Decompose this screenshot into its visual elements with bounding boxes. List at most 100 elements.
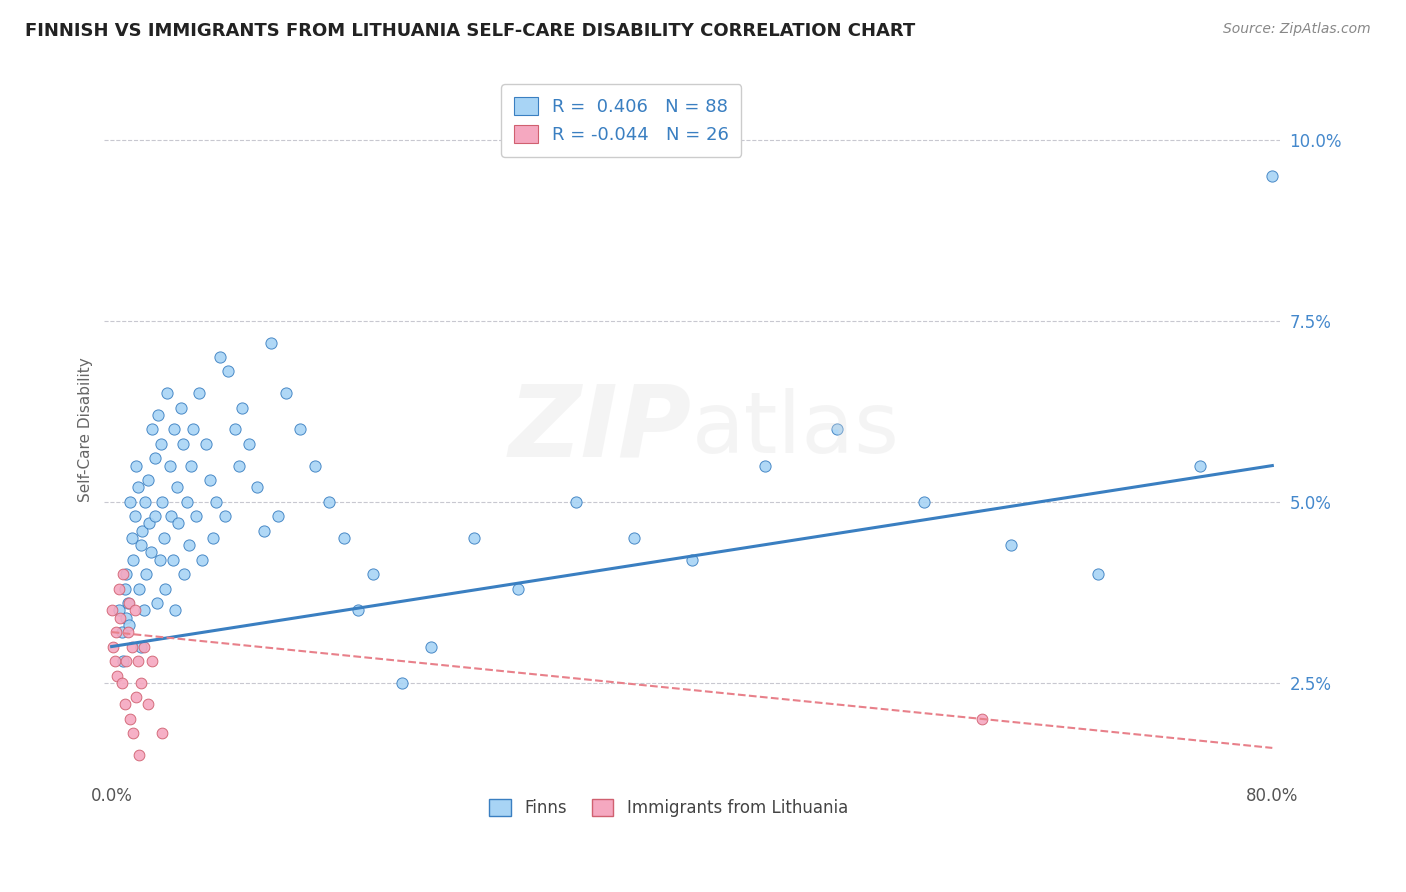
Point — [124, 603, 146, 617]
Point — [148, 552, 170, 566]
Point — [118, 617, 141, 632]
Point — [166, 480, 188, 494]
Point — [108, 603, 131, 617]
Point — [152, 726, 174, 740]
Point — [176, 495, 198, 509]
Point — [391, 675, 413, 690]
Point — [333, 531, 356, 545]
Point — [115, 610, 138, 624]
Point — [506, 582, 529, 596]
Point — [246, 480, 269, 494]
Point — [114, 698, 136, 712]
Point — [124, 509, 146, 524]
Point — [290, 422, 312, 436]
Point — [120, 495, 142, 509]
Point — [274, 386, 297, 401]
Point — [111, 625, 134, 640]
Point — [159, 458, 181, 473]
Point — [122, 726, 145, 740]
Point — [134, 495, 156, 509]
Point — [565, 495, 588, 509]
Point — [120, 712, 142, 726]
Point — [187, 386, 209, 401]
Point — [214, 509, 236, 524]
Point — [463, 531, 485, 545]
Point — [681, 552, 703, 566]
Y-axis label: Self-Care Disability: Self-Care Disability — [79, 357, 93, 502]
Point — [141, 654, 163, 668]
Point — [361, 567, 384, 582]
Point — [132, 603, 155, 617]
Point — [115, 567, 138, 582]
Point — [205, 495, 228, 509]
Point — [184, 509, 207, 524]
Point — [128, 748, 150, 763]
Point — [121, 531, 143, 545]
Point — [180, 458, 202, 473]
Point — [117, 596, 139, 610]
Point — [419, 640, 441, 654]
Point — [110, 610, 132, 624]
Point — [260, 335, 283, 350]
Point — [125, 458, 148, 473]
Point — [138, 516, 160, 531]
Point — [139, 545, 162, 559]
Point — [136, 698, 159, 712]
Point — [181, 422, 204, 436]
Point — [100, 603, 122, 617]
Point — [209, 350, 232, 364]
Point — [112, 567, 135, 582]
Text: FINNISH VS IMMIGRANTS FROM LITHUANIA SELF-CARE DISABILITY CORRELATION CHART: FINNISH VS IMMIGRANTS FROM LITHUANIA SEL… — [25, 22, 915, 40]
Point — [127, 480, 149, 494]
Point — [108, 582, 131, 596]
Point — [304, 458, 326, 473]
Point — [149, 437, 172, 451]
Point — [194, 437, 217, 451]
Point — [146, 408, 169, 422]
Point — [107, 668, 129, 682]
Legend: Finns, Immigrants from Lithuania: Finns, Immigrants from Lithuania — [482, 793, 855, 824]
Point — [318, 495, 340, 509]
Point — [162, 552, 184, 566]
Point — [253, 524, 276, 538]
Point — [825, 422, 848, 436]
Point — [190, 552, 212, 566]
Point — [153, 531, 176, 545]
Point — [135, 567, 157, 582]
Point — [217, 364, 239, 378]
Point — [141, 422, 163, 436]
Point — [143, 509, 166, 524]
Point — [129, 538, 152, 552]
Point — [112, 654, 135, 668]
Point — [156, 386, 179, 401]
Text: Source: ZipAtlas.com: Source: ZipAtlas.com — [1223, 22, 1371, 37]
Point — [117, 625, 139, 640]
Point — [132, 640, 155, 654]
Point — [170, 401, 193, 415]
Point — [200, 473, 222, 487]
Point — [912, 495, 935, 509]
Point — [125, 690, 148, 705]
Point — [129, 640, 152, 654]
Point — [121, 640, 143, 654]
Point — [136, 473, 159, 487]
Point — [152, 495, 174, 509]
Point — [1087, 567, 1109, 582]
Point — [231, 401, 253, 415]
Point — [160, 509, 183, 524]
Point — [145, 596, 167, 610]
Point — [103, 654, 125, 668]
Point — [163, 422, 186, 436]
Point — [1000, 538, 1022, 552]
Point — [127, 654, 149, 668]
Point — [1261, 169, 1284, 183]
Point — [114, 582, 136, 596]
Point — [131, 524, 153, 538]
Text: atlas: atlas — [692, 388, 900, 471]
Point — [347, 603, 370, 617]
Point — [173, 567, 195, 582]
Point — [155, 582, 177, 596]
Point — [754, 458, 776, 473]
Point — [267, 509, 290, 524]
Point — [167, 516, 190, 531]
